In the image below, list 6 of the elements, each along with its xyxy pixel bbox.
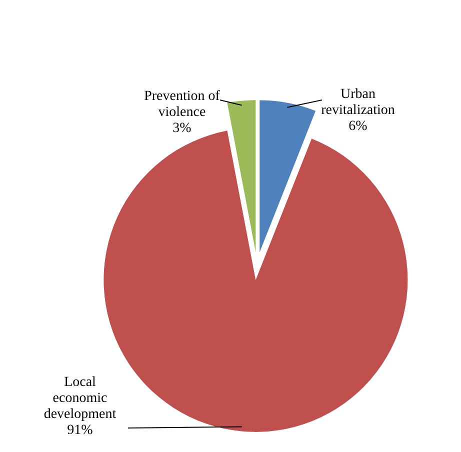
data-label: 6% xyxy=(348,119,368,134)
slice-label: Prevention of violence xyxy=(144,89,220,120)
data-label: 3% xyxy=(172,121,192,136)
data-label: 91% xyxy=(67,423,94,438)
slice-label: Local economic development xyxy=(44,375,116,422)
slice-label: Urban revitalization xyxy=(321,87,395,118)
